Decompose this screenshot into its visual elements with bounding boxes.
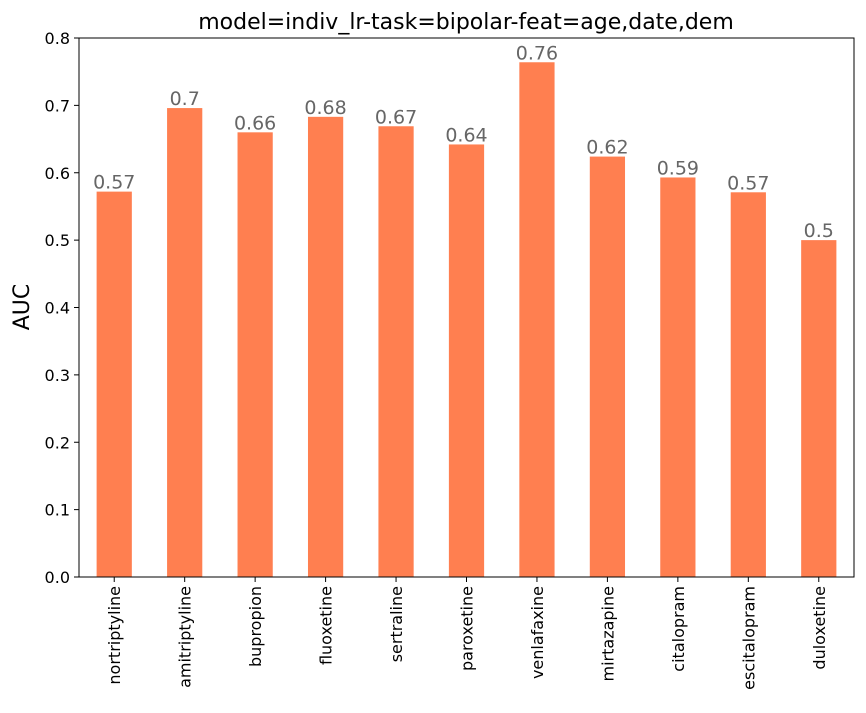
data-label-escitalopram: 0.57 xyxy=(727,172,769,194)
chart-title: model=indiv_lr-task=bipolar-feat=age,dat… xyxy=(198,10,734,35)
y-axis-label: AUC xyxy=(10,284,35,331)
bar-bupropion xyxy=(237,132,273,577)
data-label-paroxetine: 0.64 xyxy=(445,124,487,146)
data-label-duloxetine: 0.5 xyxy=(804,220,834,242)
x-tick-label-amitriptyline: amitriptyline xyxy=(176,586,195,688)
x-tick-label-duloxetine: duloxetine xyxy=(810,586,829,670)
x-tick-label-paroxetine: paroxetine xyxy=(458,586,477,671)
data-label-mirtazapine: 0.62 xyxy=(586,137,628,159)
data-label-sertraline: 0.67 xyxy=(375,106,417,128)
y-tick-label: 0.2 xyxy=(45,433,70,452)
data-label-citalopram: 0.59 xyxy=(657,157,699,179)
bar-sertraline xyxy=(378,126,414,577)
bar-duloxetine xyxy=(801,240,837,577)
bar-venlafaxine xyxy=(519,62,555,577)
data-label-venlafaxine: 0.76 xyxy=(516,42,558,64)
x-tick-label-escitalopram: escitalopram xyxy=(739,586,758,690)
x-tick-label-nortriptyline: nortriptyline xyxy=(105,586,124,685)
data-labels-group: 0.57 0.7 0.66 0.68 0.67 0.64 0.76 0.62 0.59 0.57 0… xyxy=(93,42,834,242)
bar-citalopram xyxy=(660,177,696,577)
x-axis: nortriptyline amitriptyline bupropion fluox… xyxy=(105,577,829,690)
data-label-bupropion: 0.66 xyxy=(234,112,276,134)
y-tick-label: 0.0 xyxy=(45,568,70,587)
plot-frame xyxy=(78,37,855,578)
y-tick-label: 0.6 xyxy=(45,164,70,183)
x-tick-label-bupropion: bupropion xyxy=(246,586,265,667)
x-tick-label-mirtazapine: mirtazapine xyxy=(598,586,617,681)
y-tick-label: 0.1 xyxy=(45,501,70,520)
bar-paroxetine xyxy=(448,144,485,577)
y-axis: 0.0 0.1 0.2 0.3 0.4 0.5 0.6 0.7 0.8 xyxy=(45,29,79,587)
y-tick-label: 0.8 xyxy=(45,29,70,48)
y-tick-label: 0.3 xyxy=(45,366,70,385)
bar-mirtazapine xyxy=(589,156,626,577)
bar-fluoxetine xyxy=(307,116,344,578)
data-label-fluoxetine: 0.68 xyxy=(304,97,346,119)
bar-nortriptyline xyxy=(96,191,132,578)
x-tick-label-citalopram: citalopram xyxy=(669,586,688,672)
y-tick-label: 0.7 xyxy=(45,96,70,115)
x-tick-label-venlafaxine: venlafaxine xyxy=(528,586,547,679)
bar-escitalopram xyxy=(730,192,766,577)
bars-group xyxy=(96,62,837,578)
x-tick-label-sertraline: sertraline xyxy=(387,586,406,662)
y-tick-label: 0.4 xyxy=(45,299,70,318)
x-tick-label-fluoxetine: fluoxetine xyxy=(317,586,336,665)
bar-amitriptyline xyxy=(167,108,203,577)
data-label-amitriptyline: 0.7 xyxy=(170,88,200,110)
data-label-nortriptyline: 0.57 xyxy=(93,172,135,194)
y-tick-label: 0.5 xyxy=(45,231,70,250)
